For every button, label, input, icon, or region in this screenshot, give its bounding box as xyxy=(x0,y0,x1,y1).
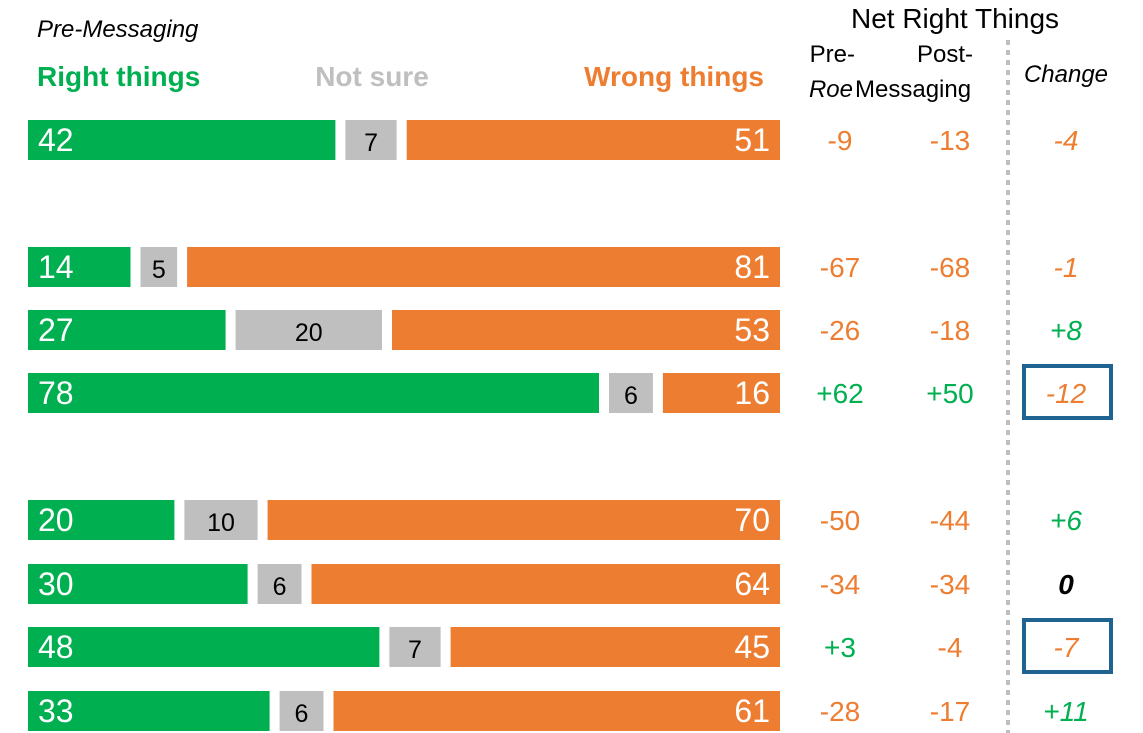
bar-label-right-row-7: 48 xyxy=(38,629,74,665)
post-messaging-value-row-4: +50 xyxy=(926,378,974,409)
bar-label-not-sure-row-5: 10 xyxy=(207,509,235,537)
pre-roe-value-row-8: -28 xyxy=(820,696,860,727)
table-title: Net Right Things xyxy=(851,3,1059,34)
bar-label-right-row-4: 78 xyxy=(38,375,74,411)
legend-not-sure: Not sure xyxy=(315,61,429,92)
column-header-pre-roe-line2: Roe xyxy=(809,76,853,103)
bar-not-sure-row-5 xyxy=(184,500,258,540)
bar-label-right-row-2: 14 xyxy=(38,249,74,285)
bar-label-wrong-row-1: 51 xyxy=(734,122,770,158)
post-messaging-value-row-5: -44 xyxy=(930,505,970,536)
post-messaging-value-row-8: -17 xyxy=(930,696,970,727)
bar-label-wrong-row-4: 16 xyxy=(734,375,770,411)
bar-label-wrong-row-5: 70 xyxy=(734,502,770,538)
pre-roe-value-row-2: -67 xyxy=(820,252,860,283)
bar-wrong-row-1 xyxy=(406,120,780,160)
change-value-row-5: +6 xyxy=(1050,505,1082,536)
bar-wrong-row-7 xyxy=(450,627,780,667)
change-value-row-1: -4 xyxy=(1054,125,1079,156)
bar-right-row-3 xyxy=(28,310,226,350)
post-messaging-value-row-6: -34 xyxy=(930,569,970,600)
bar-not-sure-row-8 xyxy=(279,691,324,731)
bar-wrong-row-5 xyxy=(267,500,781,540)
bar-label-right-row-1: 42 xyxy=(38,122,74,158)
pre-roe-value-row-4: +62 xyxy=(816,378,864,409)
bar-label-not-sure-row-2: 5 xyxy=(152,256,166,284)
bar-label-not-sure-row-6: 6 xyxy=(273,573,287,601)
bar-label-not-sure-row-3: 20 xyxy=(295,319,323,347)
change-highlight-box-row-7 xyxy=(1022,618,1113,674)
bar-wrong-row-6 xyxy=(311,564,780,604)
change-highlight-box-row-4 xyxy=(1022,364,1113,420)
change-value-row-7: -7 xyxy=(1054,632,1080,663)
bar-wrong-row-4 xyxy=(662,373,780,413)
bar-label-right-row-3: 27 xyxy=(38,312,74,348)
bar-label-not-sure-row-8: 6 xyxy=(295,700,309,728)
bar-right-row-4 xyxy=(28,373,599,413)
legend-wrong-things: Wrong things xyxy=(584,61,764,92)
change-value-row-4: -12 xyxy=(1046,378,1087,409)
bar-label-wrong-row-7: 45 xyxy=(734,629,770,665)
bar-label-right-row-5: 20 xyxy=(38,502,74,538)
bar-not-sure-row-3 xyxy=(235,310,382,350)
bar-wrong-row-2 xyxy=(187,247,781,287)
change-value-row-8: +11 xyxy=(1043,696,1088,727)
bar-right-row-8 xyxy=(28,691,270,731)
chart-title: Pre-Messaging xyxy=(37,16,199,43)
bar-right-row-6 xyxy=(28,564,248,604)
bar-label-wrong-row-8: 61 xyxy=(734,693,770,729)
bar-right-row-7 xyxy=(28,627,380,667)
bar-label-not-sure-row-4: 6 xyxy=(624,382,638,410)
bar-right-row-1 xyxy=(28,120,336,160)
change-value-row-2: -1 xyxy=(1054,252,1079,283)
bar-label-not-sure-row-1: 7 xyxy=(364,129,378,157)
bar-label-not-sure-row-7: 7 xyxy=(408,636,422,664)
pre-roe-value-row-1: -9 xyxy=(828,125,853,156)
bar-not-sure-row-6 xyxy=(257,564,302,604)
bar-not-sure-row-1 xyxy=(345,120,397,160)
post-messaging-value-row-7: -4 xyxy=(938,632,963,663)
bar-label-right-row-8: 33 xyxy=(38,693,74,729)
column-header-pre-roe-line1: Pre- xyxy=(810,41,855,68)
table-layer: -9 -13 -4 -67 -68 -1 -26 -18 +8 +62 +50 -12 -50 -44 +6… xyxy=(816,125,1113,727)
post-messaging-value-row-2: -68 xyxy=(930,252,970,283)
change-value-row-6: 0 xyxy=(1058,569,1074,600)
bar-label-wrong-row-6: 64 xyxy=(734,566,770,602)
column-header-post-messaging-line2: Messaging xyxy=(855,76,971,103)
legend-right-things: Right things xyxy=(37,61,200,92)
bar-label-right-row-6: 30 xyxy=(38,566,74,602)
post-messaging-value-row-1: -13 xyxy=(930,125,970,156)
bar-right-row-5 xyxy=(28,500,175,540)
bar-label-wrong-row-2: 81 xyxy=(734,249,770,285)
bar-not-sure-row-2 xyxy=(140,247,178,287)
pre-roe-value-row-5: -50 xyxy=(820,505,860,536)
pre-roe-value-row-6: -34 xyxy=(820,569,860,600)
pre-roe-value-row-7: +3 xyxy=(824,632,856,663)
pre-roe-value-row-3: -26 xyxy=(820,315,860,346)
bar-not-sure-row-7 xyxy=(389,627,441,667)
bar-wrong-row-8 xyxy=(333,691,780,731)
post-messaging-value-row-3: -18 xyxy=(930,315,970,346)
bar-right-row-2 xyxy=(28,247,131,287)
bar-label-wrong-row-3: 53 xyxy=(734,312,770,348)
change-value-row-3: +8 xyxy=(1050,315,1082,346)
bar-not-sure-row-4 xyxy=(609,373,653,413)
bar-wrong-row-3 xyxy=(392,310,780,350)
column-header-post-messaging-line1: Post- xyxy=(917,41,973,68)
column-header-change: Change xyxy=(1024,61,1108,88)
